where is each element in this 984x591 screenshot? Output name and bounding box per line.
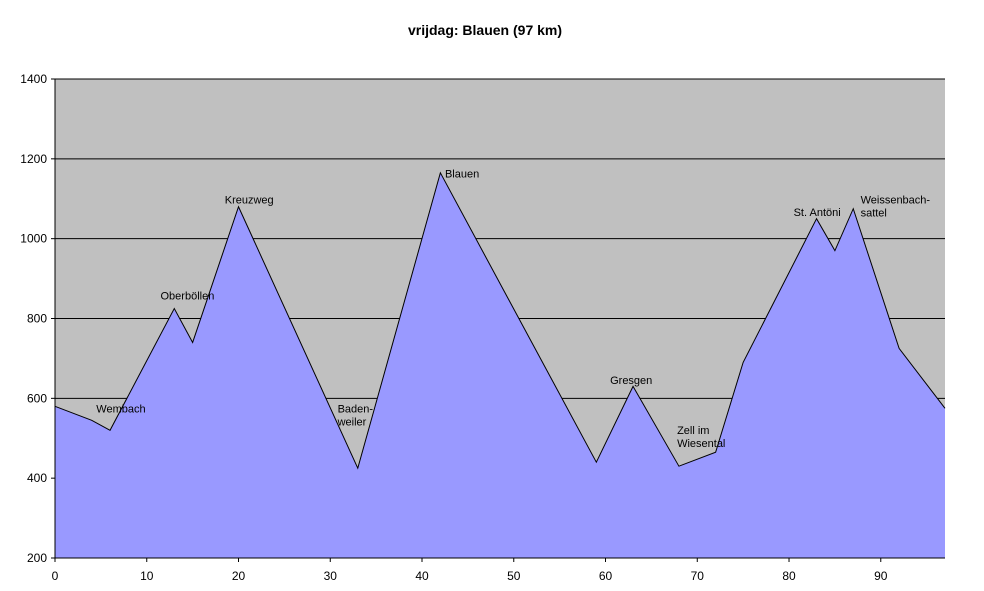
annotation-label: Weissenbach-sattel (861, 195, 931, 220)
annotations: Wembach Oberböllen Kreuzweg Baden-weiler Bla… (96, 169, 930, 450)
annotation-label: Blauen (445, 169, 479, 181)
x-tick-label: 60 (599, 569, 613, 583)
x-tick-label: 30 (324, 569, 338, 583)
elevation-line (54, 171, 946, 470)
x-tick-label: 10 (140, 569, 154, 583)
annotation-label: Baden-weiler (337, 403, 374, 428)
x-tick-label: 40 (415, 569, 429, 583)
annotation-label: Zell im Wiesental (677, 425, 725, 450)
y-tick-label: 400 (27, 471, 47, 485)
annotation-label: Oberböllen (161, 290, 215, 302)
chart-title: vrijdag: Blauen (97 km) (407, 22, 563, 38)
annotation-label: Kreuzweg (225, 195, 274, 207)
x-tick-label: 90 (874, 569, 888, 583)
y-tick-label: 200 (27, 551, 47, 565)
x-tick-label: 20 (232, 569, 246, 583)
x-tick-label: 0 (52, 569, 59, 583)
annotation-label: Wembach (96, 403, 145, 415)
y-tick-label: 600 (27, 391, 47, 405)
series-area (54, 171, 946, 558)
y-tick-label: 800 (27, 312, 47, 326)
axes: 200 400 600 800 1000 1200 1400 0 10 20 30 40 50 60 70 8… (20, 72, 945, 583)
x-tick-label: 70 (691, 569, 705, 583)
elevation-fill (55, 172, 945, 558)
x-tick-label: 80 (782, 569, 796, 583)
y-tick-label: 1200 (20, 152, 47, 166)
x-tick-label: 50 (507, 569, 521, 583)
annotation-label: Gresgen (610, 375, 652, 387)
y-tick-label: 1000 (20, 232, 47, 246)
annotation-label: St. Antöni (794, 207, 841, 219)
y-tick-label: 1400 (20, 72, 47, 86)
